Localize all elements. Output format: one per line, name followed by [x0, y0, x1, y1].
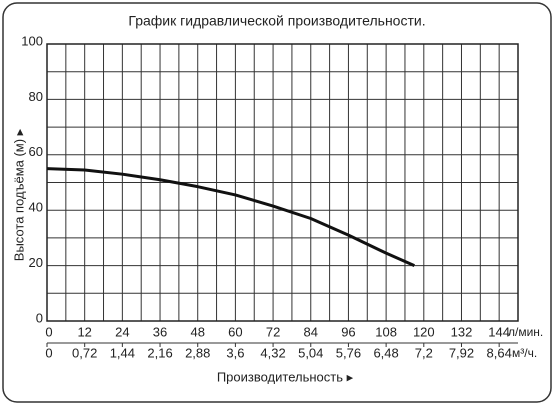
x-tick-label: 84: [304, 324, 318, 339]
y-tick-label: 0: [36, 310, 43, 325]
x2-tick-label: 5,04: [298, 345, 323, 360]
x2-tick-label: 7,2: [415, 345, 433, 360]
x-tick-label: 48: [190, 324, 204, 339]
x-tick-label: 108: [375, 324, 397, 339]
x2-tick-label: 2,88: [185, 345, 210, 360]
x2-tick-label: 6,48: [373, 345, 398, 360]
frame: [2, 2, 552, 403]
x-tick-label: 60: [228, 324, 242, 339]
x2-unit: м³/ч.: [512, 346, 537, 360]
line-series: [46, 167, 415, 267]
x-tick-label: 36: [153, 324, 167, 339]
y-tick-label: 100: [21, 33, 43, 48]
x2-tick-label: 0,72: [72, 345, 97, 360]
x-unit: л/мин.: [508, 325, 543, 339]
y-tick-label: 60: [29, 144, 43, 159]
y-tick-label: 80: [29, 89, 43, 104]
x-tick-label: 144: [488, 324, 510, 339]
x-tick-label: 0: [45, 324, 52, 339]
x-tick-label: 72: [266, 324, 280, 339]
x2-tick-label: 3,6: [226, 345, 244, 360]
x2-tick-label: 2,16: [147, 345, 172, 360]
x-tick-label: 12: [77, 324, 91, 339]
plot-border: [46, 43, 519, 322]
x-tick-label: 120: [413, 324, 435, 339]
x2-tick-label: 4,32: [260, 345, 285, 360]
x2-tick-label: 1,44: [110, 345, 135, 360]
x-tick-label: 96: [341, 324, 355, 339]
x-axis-label: Производительность ▸: [217, 369, 354, 384]
y-tick-label: 20: [29, 255, 43, 270]
x2-tick-label: 8,64: [487, 345, 512, 360]
x2-tick-label: 5,76: [336, 345, 361, 360]
x2-tick-label: 7,92: [449, 345, 474, 360]
chart-title: График гидравлической производительности…: [128, 13, 425, 29]
y-axis-label: Высота подъёма (м) ▸: [11, 128, 26, 261]
x-tick-label: 132: [451, 324, 473, 339]
y-tick-label: 40: [29, 200, 43, 215]
x2-tick-label: 0: [45, 345, 52, 360]
x-tick-label: 24: [115, 324, 129, 339]
